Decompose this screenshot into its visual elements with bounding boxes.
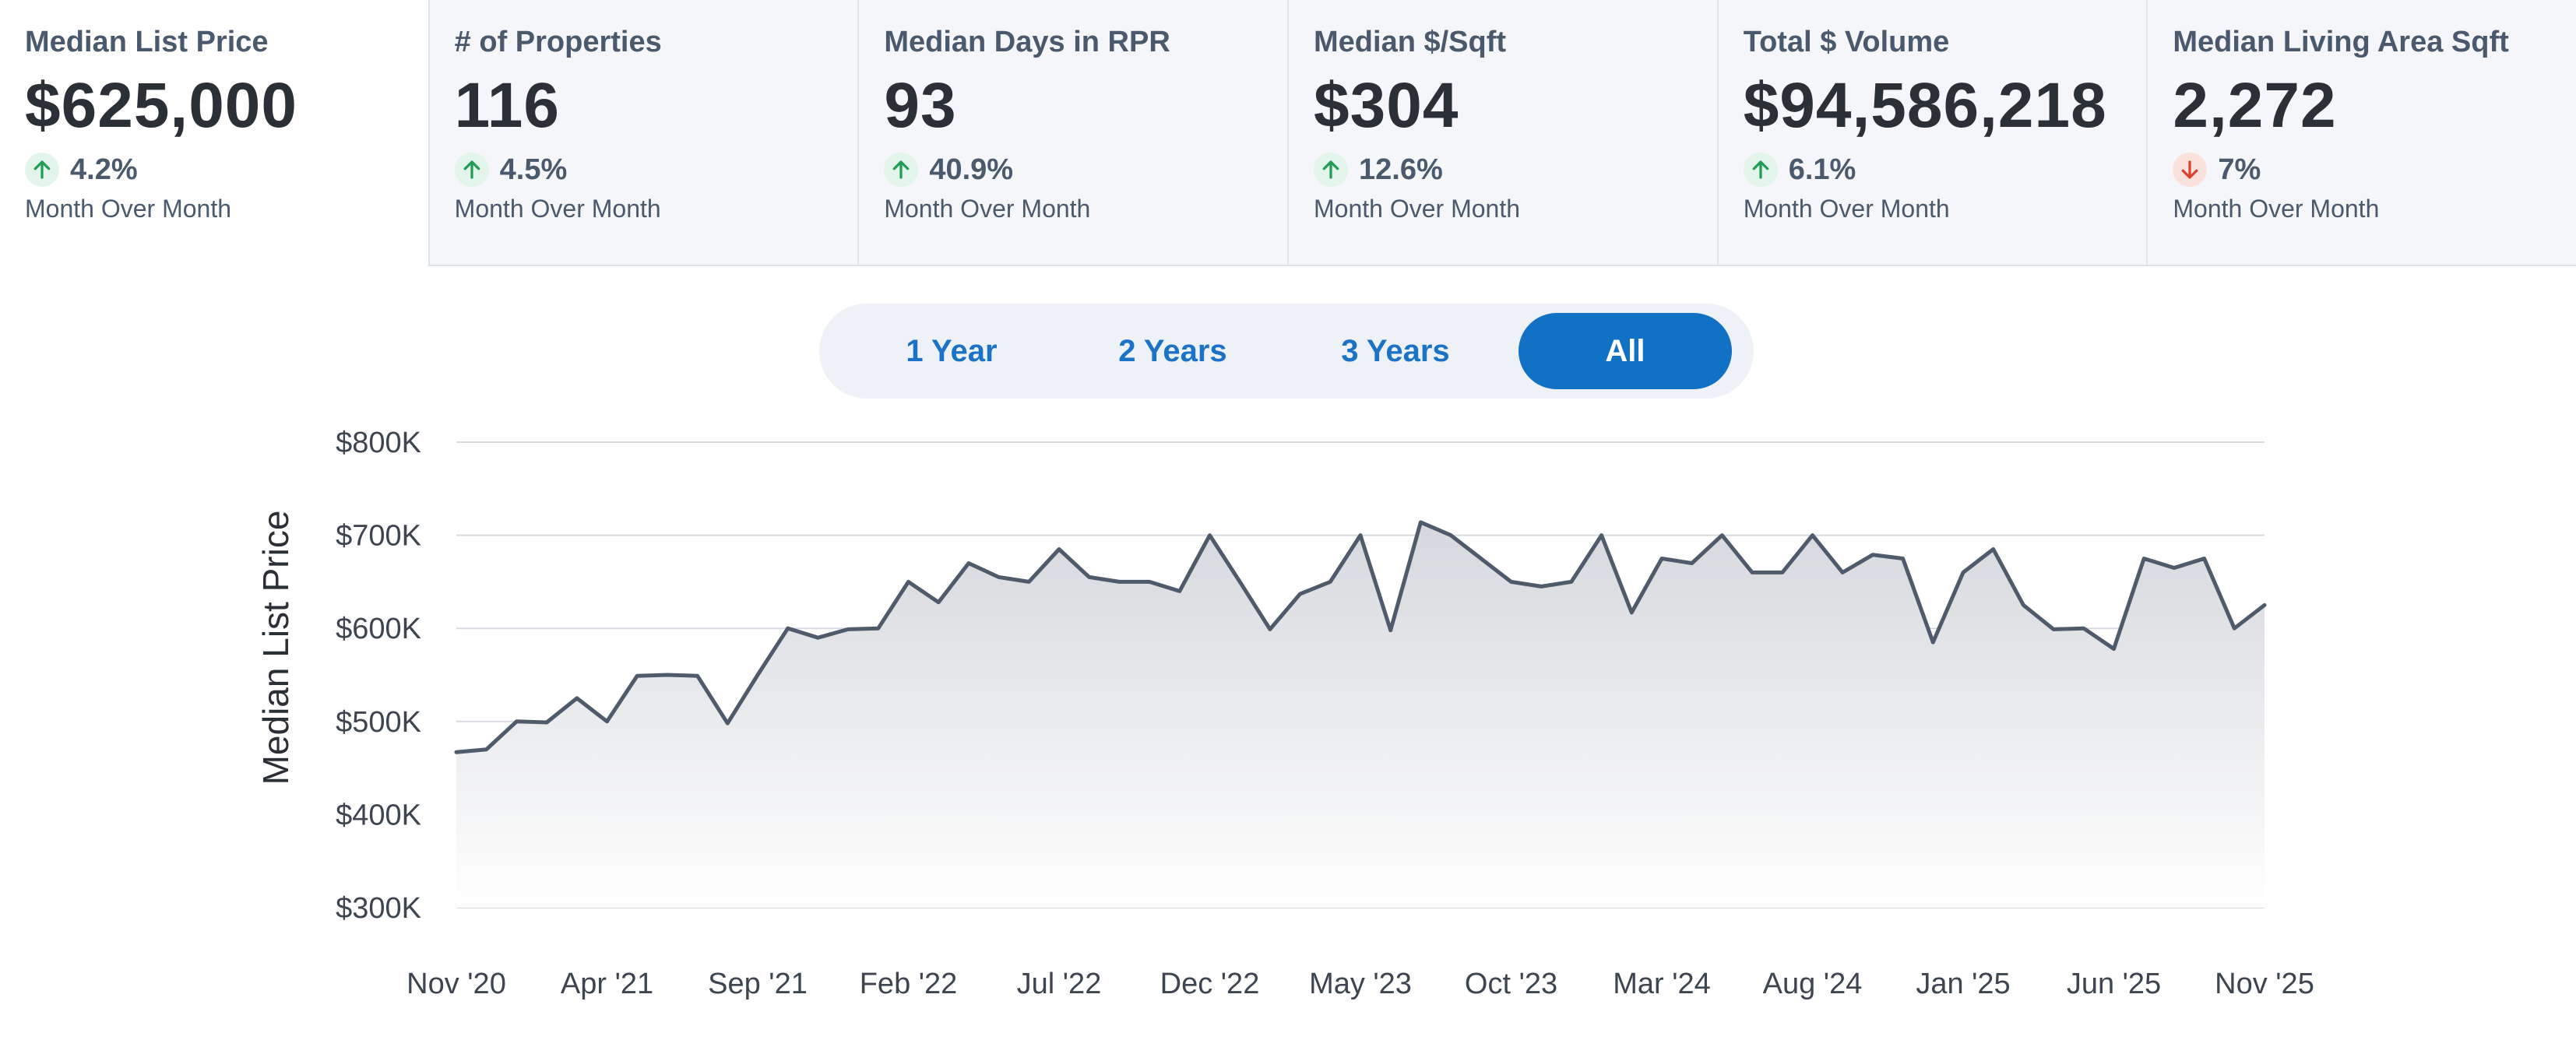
tab-1-year[interactable]: 1 Year	[906, 333, 998, 368]
metric-change: 4.2%	[25, 151, 428, 188]
x-tick-label: Dec '22	[1160, 968, 1260, 1000]
metric-card-total-volume[interactable]: Total $ Volume $94,586,218 6.1% Month Ov…	[1716, 0, 2147, 266]
series-area	[456, 522, 2265, 908]
metric-title: # of Properties	[454, 26, 662, 58]
tab-3-years[interactable]: 3 Years	[1341, 333, 1450, 368]
x-tick-label: May '23	[1309, 968, 1412, 1000]
y-axis-ticks: $800K $700K $600K $500K $400K $300K	[336, 427, 421, 925]
y-tick-label: $300K	[336, 892, 421, 925]
time-range-selector: 1 Year 2 Years 3 Years All	[819, 304, 1754, 399]
x-tick-label: Sep '21	[708, 968, 808, 1000]
metric-change-percent: 7%	[2218, 153, 2261, 186]
metric-change-percent: 12.6%	[1359, 153, 1443, 186]
arrow-down-icon	[2173, 153, 2208, 187]
tab-all[interactable]: All	[1518, 313, 1732, 389]
y-axis-label: Median List Price	[255, 511, 296, 785]
x-tick-label: Feb '22	[860, 968, 958, 1000]
metric-change-percent: 40.9%	[929, 153, 1014, 186]
arrow-up-icon	[454, 153, 489, 187]
metric-title: Median $/Sqft	[1314, 26, 1507, 58]
arrow-up-icon	[1743, 153, 1778, 187]
metric-period: Month Over Month	[1743, 195, 1950, 223]
metric-value: $625,000	[25, 70, 298, 141]
area-fill	[456, 522, 2265, 908]
metric-period: Month Over Month	[884, 195, 1091, 223]
arrow-up-icon	[884, 153, 919, 187]
metric-card-median-price-per-sqft[interactable]: Median $/Sqft $304 12.6% Month Over Mont…	[1287, 0, 1717, 266]
metric-title: Median Living Area Sqft	[2173, 26, 2509, 58]
x-tick-label: Oct '23	[1465, 968, 1557, 1000]
x-tick-label: Aug '24	[1763, 968, 1863, 1000]
tab-2-years[interactable]: 2 Years	[1118, 333, 1227, 368]
metric-change: 7%	[2173, 151, 2576, 188]
metric-value: $94,586,218	[1743, 70, 2107, 141]
x-tick-label: Apr '21	[561, 968, 653, 1000]
metric-cards: Median List Price $625,000 4.2% Month Ov…	[0, 0, 2576, 266]
y-tick-label: $400K	[336, 799, 421, 831]
x-tick-label: Nov '25	[2215, 968, 2314, 1000]
metric-card-number-of-properties[interactable]: # of Properties 116 4.5% Month Over Mont…	[428, 0, 858, 266]
metric-change-percent: 6.1%	[1788, 153, 1856, 186]
metric-value: 2,272	[2173, 70, 2337, 141]
x-tick-label: Mar '24	[1613, 968, 1711, 1000]
x-tick-label: Nov '20	[406, 968, 506, 1000]
y-tick-label: $500K	[336, 706, 421, 739]
metric-change: 40.9%	[884, 151, 1287, 188]
median-list-price-line	[454, 520, 2267, 754]
metric-title: Median List Price	[25, 26, 269, 58]
y-tick-label: $700K	[336, 520, 421, 553]
metric-period: Month Over Month	[2173, 195, 2380, 223]
arrow-up-icon	[25, 153, 59, 187]
metric-value: 93	[884, 70, 957, 141]
metric-change: 4.5%	[454, 151, 858, 188]
metric-change: 12.6%	[1314, 151, 1717, 188]
x-axis-ticks: Nov '20 Apr '21 Sep '21 Feb '22 Jul '22 Dec '…	[406, 968, 2314, 1000]
metric-card-median-living-area-sqft[interactable]: Median Living Area Sqft 2,272 7% Month O…	[2146, 0, 2576, 266]
metric-value: $304	[1314, 70, 1459, 141]
metric-change-percent: 4.2%	[70, 153, 138, 186]
metric-change: 6.1%	[1743, 151, 2147, 188]
metric-change-percent: 4.5%	[499, 153, 568, 186]
x-tick-label: Jan '25	[1916, 968, 2010, 1000]
x-tick-label: Jun '25	[2067, 968, 2161, 1000]
y-tick-label: $600K	[336, 613, 421, 645]
arrow-up-icon	[1314, 153, 1349, 187]
metric-card-median-days-in-rpr[interactable]: Median Days in RPR 93 40.9% Month Over M…	[857, 0, 1288, 266]
y-tick-label: $800K	[336, 427, 421, 459]
metric-period: Month Over Month	[25, 195, 231, 223]
metric-period: Month Over Month	[454, 195, 661, 223]
x-tick-label: Jul '22	[1017, 968, 1102, 1000]
metric-title: Median Days in RPR	[884, 26, 1170, 58]
metric-period: Month Over Month	[1314, 195, 1521, 223]
metric-card-median-list-price[interactable]: Median List Price $625,000 4.2% Month Ov…	[0, 0, 428, 266]
metric-value: 116	[454, 70, 560, 141]
metric-title: Total $ Volume	[1743, 26, 1950, 58]
series-line	[454, 520, 2267, 754]
